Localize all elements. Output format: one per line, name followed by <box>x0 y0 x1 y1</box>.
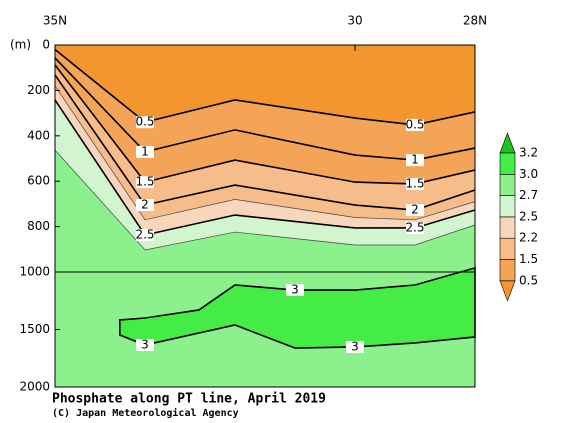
colorbar-label: 2.7 <box>519 188 538 202</box>
colorbar-band <box>499 152 516 175</box>
y-tick-label: 2000 <box>19 380 50 394</box>
contour-label: 2 <box>141 198 149 212</box>
plot-frame <box>54 44 476 388</box>
y-tick-label: 600 <box>27 174 50 188</box>
x-tick-label: 28N <box>463 14 487 28</box>
contour-label: 3 <box>141 338 149 352</box>
contour-label-bg <box>406 118 424 131</box>
contour-label: 0.5 <box>135 115 154 129</box>
contour-label-bg <box>406 204 424 217</box>
contour-label-bg <box>406 221 424 234</box>
contour-label-bg <box>406 154 424 167</box>
contour-label: 1 <box>141 144 149 158</box>
colorbar-label: 3.2 <box>519 146 538 160</box>
contour-label-bg <box>286 284 304 297</box>
contour-label: 3 <box>351 339 359 353</box>
contour-line <box>54 85 476 221</box>
contour-label: 3 <box>291 283 299 297</box>
colorbar-label: 1.5 <box>519 252 538 266</box>
contour-line <box>54 74 476 211</box>
credit: (C) Japan Meteorological Agency <box>52 407 239 419</box>
contour-label-bg <box>406 177 424 190</box>
contour-label: 2.5 <box>405 220 424 234</box>
colorbar-band <box>499 216 516 239</box>
y-tick-label: 400 <box>27 128 50 142</box>
colorbar-bottom <box>499 280 516 302</box>
contour-line <box>54 149 476 251</box>
contour-label: 1.5 <box>135 175 154 189</box>
contour-line <box>54 64 476 185</box>
x-tick-label: 30 <box>347 14 362 28</box>
contour-label-bg <box>136 145 154 158</box>
colorbar-band <box>499 237 516 260</box>
contour-fill <box>55 45 475 125</box>
colorbar-band <box>499 195 516 218</box>
contour-label: 2.5 <box>135 227 154 241</box>
contour-label-bg <box>346 340 364 353</box>
y-axis-label: (m) <box>10 38 31 52</box>
contour-label-bg <box>136 339 154 352</box>
y-tick-label: 0 <box>42 38 50 52</box>
contour-line <box>54 48 476 126</box>
fills <box>55 45 476 387</box>
contour-label-bg <box>136 199 154 212</box>
colorbar-band <box>499 174 516 196</box>
colorbar-label: 3.0 <box>519 167 538 181</box>
colorbar-label: 2.5 <box>519 209 538 223</box>
colorbar-label: 2.2 <box>519 231 538 245</box>
contour-lines <box>54 48 476 349</box>
contour-label-bg <box>136 176 154 189</box>
contour-line <box>54 57 476 161</box>
contour-label: 1 <box>411 153 419 167</box>
y-tick-label: 200 <box>27 83 50 97</box>
colorbar-band <box>499 259 516 282</box>
labels: 0.5 0.5 1 1 1.5 1.5 2 2 2.5 2.5 3 3 3 <box>135 115 424 354</box>
contour-line <box>54 99 476 236</box>
colorbar-top <box>499 132 516 154</box>
colorbar-label: 0.5 <box>519 273 538 287</box>
contour-label: 1.5 <box>405 176 424 190</box>
chart-title: Phosphate along PT line, April 2019 <box>52 392 326 407</box>
contour-label-bg <box>136 116 154 129</box>
contour-label-bg <box>136 228 154 241</box>
y-tick-label: 800 <box>27 219 50 233</box>
x-tick-label: 35N <box>43 14 67 28</box>
contour-label: 0.5 <box>405 117 424 131</box>
y-tick-label: 1500 <box>19 322 50 336</box>
y-tick-label: 1000 <box>19 265 50 279</box>
contour-label: 2 <box>411 203 419 217</box>
